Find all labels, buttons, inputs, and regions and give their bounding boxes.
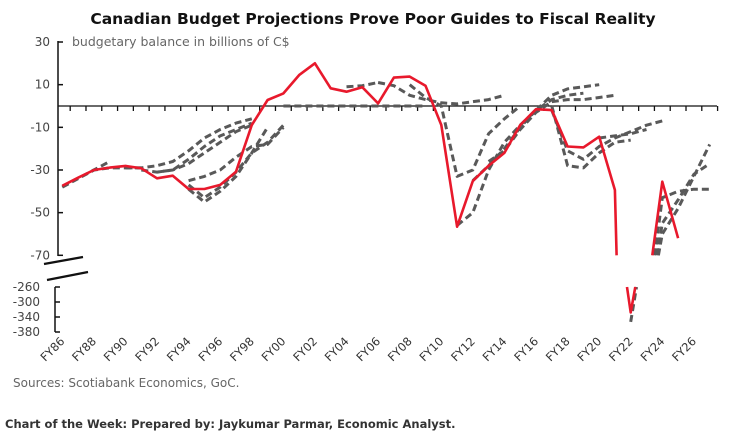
- x-tick-label: FY06: [353, 334, 383, 364]
- y-tick-label: -70: [30, 248, 50, 262]
- footer-credit: Chart of the Week: Prepared by: Jaykumar…: [5, 417, 456, 431]
- projection-line-upper-segment: [61, 166, 142, 189]
- x-tick-label: FY12: [448, 334, 478, 364]
- projection-line-upper-segment: [377, 81, 505, 106]
- y-tick-label: -340: [13, 310, 40, 324]
- projection-line: [408, 83, 522, 178]
- projection-line: [487, 93, 616, 163]
- actual-balance-line-lower-segment: [625, 286, 637, 314]
- x-tick-label: FY88: [69, 334, 99, 364]
- projection-line: [599, 128, 647, 140]
- x-tick-label: FY86: [38, 334, 68, 364]
- x-tick-label: FY14: [480, 334, 510, 364]
- projection-line: [187, 126, 269, 204]
- projection-line-lower-segment: [629, 286, 638, 323]
- actual-balance-line-upper-segment: [61, 62, 680, 256]
- y-tick-label: 30: [35, 35, 50, 49]
- projection-line: [629, 187, 710, 323]
- y-tick-label: 10: [35, 78, 50, 92]
- axis-break-mark: [43, 255, 84, 266]
- x-tick-label: FY02: [290, 334, 320, 364]
- projection-line-upper-segment: [599, 128, 647, 140]
- x-tick-label: FY20: [574, 334, 604, 364]
- projection-line-upper-segment: [346, 81, 379, 89]
- x-tick-label: FY18: [543, 334, 573, 364]
- sources-note: Sources: Scotiabank Economics, GoC.: [13, 376, 239, 390]
- projection-line-upper-segment: [656, 143, 712, 256]
- projection-line-upper-segment: [187, 124, 285, 200]
- y-tick-label: -300: [13, 295, 40, 309]
- projection-line: [156, 123, 253, 174]
- projection-line-upper-segment: [653, 187, 710, 256]
- x-tick-label: FY24: [638, 334, 668, 364]
- x-tick-label: FY00: [259, 334, 289, 364]
- series-layer: [61, 62, 712, 323]
- projection-line: [188, 126, 285, 183]
- projection-line-upper-segment: [550, 105, 631, 170]
- x-tick-label: FY96: [195, 334, 225, 364]
- x-tick-label: FY04: [322, 334, 352, 364]
- x-tick-label: FY92: [132, 334, 162, 364]
- x-tick-label: FY10: [416, 334, 446, 364]
- axis-break-mark: [46, 270, 89, 282]
- x-tick-label: FY94: [164, 334, 194, 364]
- projection-line: [187, 124, 285, 200]
- actual-balance-line: [61, 62, 680, 314]
- x-tick-label: FY26: [669, 334, 699, 364]
- projection-line-upper-segment: [655, 162, 711, 256]
- x-tick-label: FY08: [385, 334, 415, 364]
- y-axis-label: budgetary balance in billions of C$: [72, 34, 290, 49]
- projection-line-upper-segment: [408, 83, 522, 178]
- projection-line-upper-segment: [550, 109, 663, 161]
- x-tick-label: FY90: [101, 334, 131, 364]
- projection-line: [655, 162, 711, 256]
- y-tick-label: -10: [30, 120, 50, 134]
- x-tick-label: FY98: [227, 334, 257, 364]
- y-tick-label: -260: [13, 280, 40, 294]
- projection-line: [125, 117, 253, 170]
- projection-line: [656, 143, 712, 256]
- projection-line: [550, 105, 631, 170]
- projection-line: [456, 83, 600, 227]
- projection-line: [61, 166, 142, 189]
- projection-line-upper-segment: [188, 126, 285, 183]
- x-tick-label: FY16: [511, 334, 541, 364]
- projection-line: [377, 81, 505, 106]
- projection-line-upper-segment: [187, 126, 269, 204]
- projection-line-upper-segment: [487, 93, 616, 163]
- y-tick-label: -50: [30, 206, 50, 220]
- projection-line-upper-segment: [125, 117, 253, 170]
- projection-line: [346, 81, 379, 89]
- y-tick-label: -30: [30, 163, 50, 177]
- projection-line: [550, 109, 663, 161]
- projection-line-upper-segment: [456, 83, 600, 227]
- projection-line-upper-segment: [156, 123, 253, 174]
- y-tick-label: -380: [13, 325, 40, 339]
- x-tick-label: FY22: [606, 334, 636, 364]
- projection-line-upper-segment: [141, 121, 253, 174]
- projection-line: [141, 121, 253, 174]
- chart-title: Canadian Budget Projections Prove Poor G…: [90, 10, 655, 28]
